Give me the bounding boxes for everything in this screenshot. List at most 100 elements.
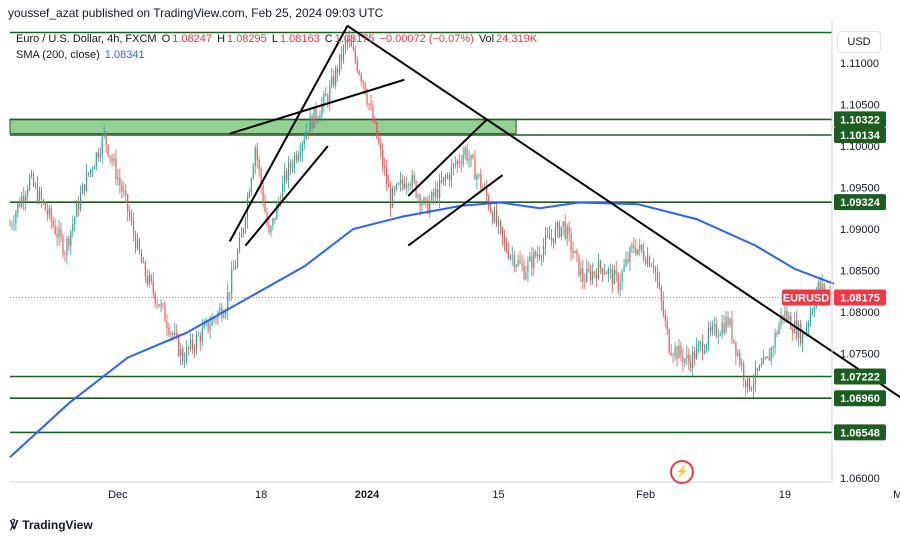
candle-body <box>737 353 739 356</box>
candle-body <box>299 152 301 156</box>
candle-body <box>52 220 54 226</box>
candle-body <box>301 143 303 153</box>
candle-body <box>70 230 72 246</box>
candle-body <box>829 291 831 302</box>
price-label-text: 1.08175 <box>840 292 880 304</box>
candle-body <box>97 152 99 158</box>
candle-body <box>189 339 192 349</box>
candle-body <box>662 300 664 315</box>
candle-body <box>38 190 41 202</box>
candle-body <box>364 82 366 94</box>
candle-body <box>800 324 802 344</box>
candle-body <box>158 304 160 307</box>
candle-body <box>717 335 719 337</box>
candle-body <box>85 172 88 192</box>
candle-body <box>647 256 649 265</box>
candle-body <box>376 122 378 139</box>
candle-body <box>707 328 709 345</box>
candle-body <box>32 174 35 186</box>
candle-body <box>541 256 543 258</box>
candle-body <box>476 175 478 180</box>
candle-body <box>48 208 50 215</box>
candle-body <box>80 193 82 210</box>
sma-legend: SMA (200, close) 1.08341 <box>16 49 147 61</box>
candle-body <box>648 256 651 267</box>
candle-body <box>442 177 445 182</box>
candle-body <box>739 353 741 365</box>
candle-body <box>360 74 362 81</box>
candle-body <box>544 235 547 247</box>
candle-body <box>178 335 180 357</box>
candle-body <box>148 275 150 284</box>
candle-body <box>131 217 133 222</box>
candle-body <box>235 265 237 270</box>
candle-body <box>488 196 490 208</box>
candle-body <box>762 358 764 365</box>
candle-body <box>521 262 523 266</box>
candle-body <box>303 139 305 144</box>
candle-body <box>635 248 637 254</box>
y-tick-label: 1.08500 <box>840 266 880 278</box>
candle-body <box>356 60 358 72</box>
candle-body <box>617 274 619 290</box>
candle-body <box>134 234 137 249</box>
candle-body <box>240 234 243 238</box>
candle-body <box>327 96 329 104</box>
trendline <box>407 118 488 197</box>
candle-body <box>474 158 476 180</box>
currency-button[interactable]: USD <box>837 31 881 53</box>
publisher-line: youssef_azat published on TradingView.co… <box>8 6 384 20</box>
candle-body <box>362 80 364 83</box>
candle-body <box>509 255 511 258</box>
candle-body <box>656 272 658 282</box>
candle-body <box>715 323 717 336</box>
candle-body <box>252 166 254 179</box>
lightning-replay-icon[interactable]: ⚡ <box>670 460 694 484</box>
candle-body <box>176 332 178 336</box>
open-value: 1.08247 <box>172 33 212 45</box>
candle-body <box>641 244 643 251</box>
candle-body <box>27 189 29 196</box>
candle-body <box>62 236 64 255</box>
price-label-bg <box>782 289 830 306</box>
candle-body <box>578 254 580 276</box>
sma-value: 1.08341 <box>104 49 145 61</box>
candle-body <box>93 166 95 170</box>
candle-body <box>264 202 266 212</box>
candle-body <box>456 160 458 165</box>
candle-body <box>492 212 494 222</box>
candle-body <box>637 249 639 254</box>
candle-body <box>766 356 768 359</box>
y-tick-label: 1.10500 <box>840 100 880 112</box>
candle-body <box>752 383 755 389</box>
candle-body <box>74 217 76 225</box>
candle-body <box>19 203 21 207</box>
tradingview-logo-icon: ℣​ <box>10 518 19 532</box>
candle-body <box>674 347 676 356</box>
candle-body <box>658 281 660 288</box>
candle-body <box>89 169 92 175</box>
candle-body <box>796 320 798 339</box>
candle-body <box>50 208 52 221</box>
candle-body <box>386 168 388 184</box>
candle-body <box>668 329 670 353</box>
candle-body <box>168 327 170 335</box>
candle-body <box>203 323 205 329</box>
candle-body <box>236 251 239 266</box>
candle-body <box>391 188 394 208</box>
y-tick-label: 1.10000 <box>840 141 880 153</box>
candle-body <box>105 132 107 145</box>
candle-body <box>78 202 80 210</box>
candle-body <box>537 254 539 257</box>
close-value: 1.08175 <box>334 33 375 45</box>
candle-body <box>650 266 653 267</box>
candle-body <box>513 255 515 268</box>
candle-body <box>749 378 751 390</box>
y-tick-label: 1.09500 <box>840 183 880 195</box>
candle-body <box>709 328 711 331</box>
candle-body <box>733 339 735 343</box>
candle-body <box>9 224 11 226</box>
candle-body <box>91 169 93 171</box>
low-label: L <box>271 33 278 45</box>
